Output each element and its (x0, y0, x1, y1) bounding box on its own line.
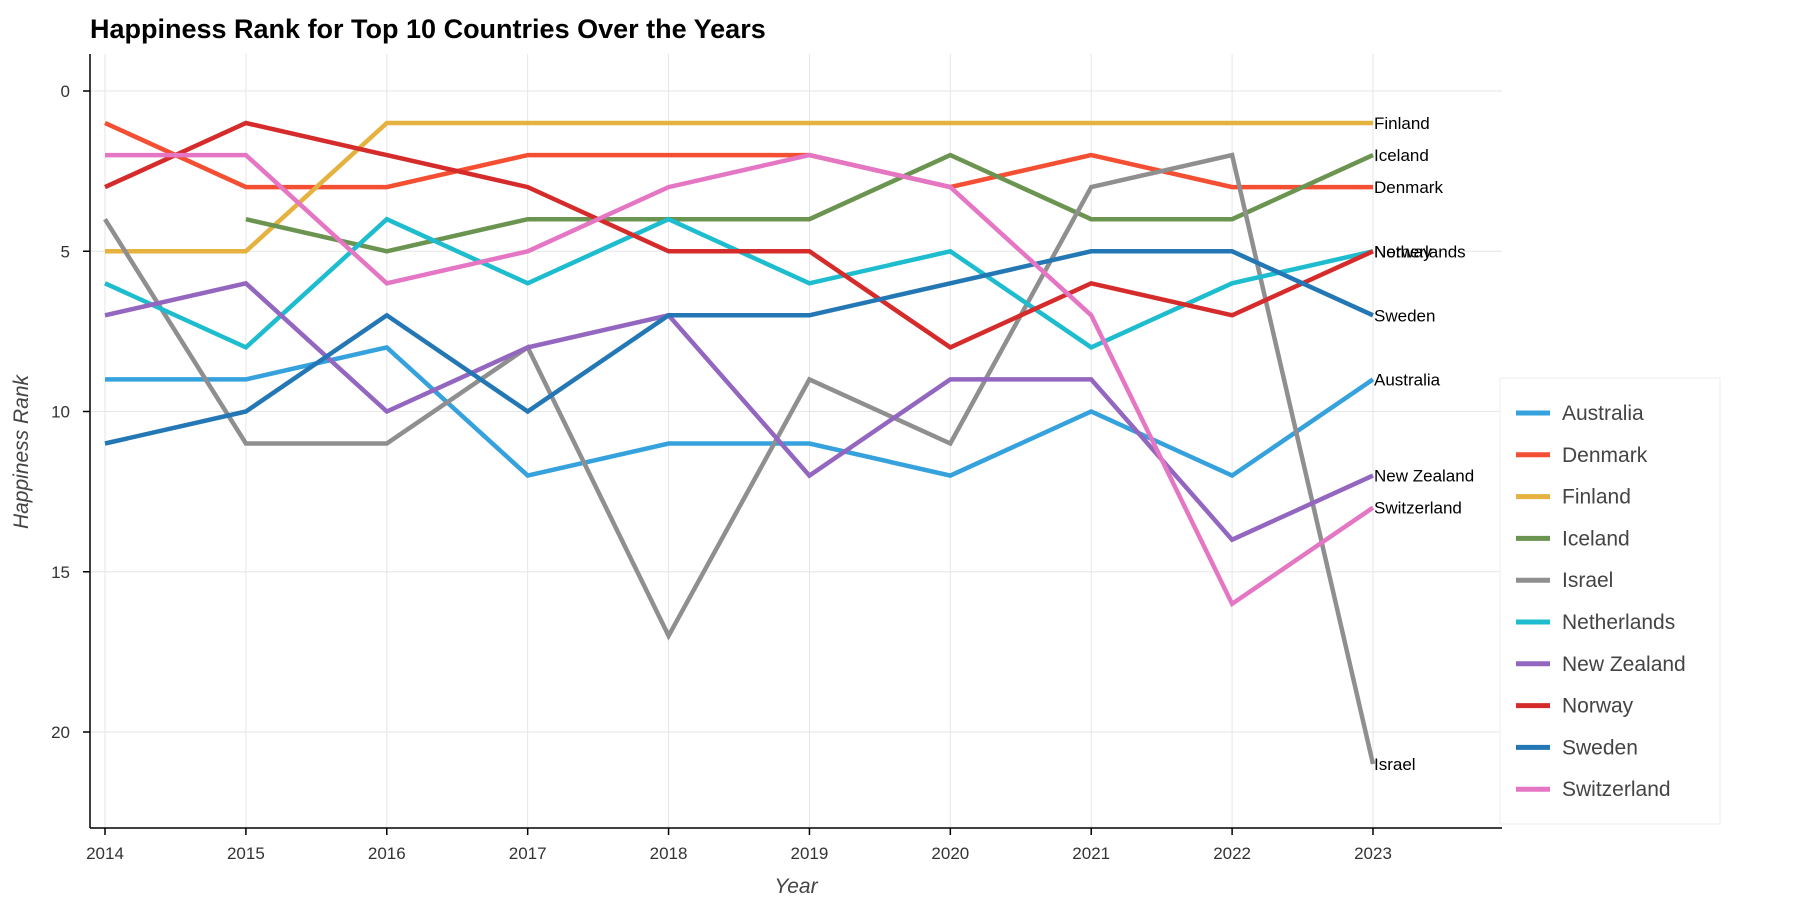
plot-area: Australia Denmark Finland Iceland Israel Neth… (51, 54, 1502, 863)
end-label-new-zealand: New Zealand (1374, 467, 1474, 486)
x-axis-ticks: 2014 2015 2016 2017 2018 2019 2020 2021 2022 2023 (86, 828, 1392, 863)
end-label-switzerland: Switzerland (1374, 499, 1462, 518)
end-label-australia: Australia (1374, 370, 1441, 389)
series-lines (103, 120, 1376, 765)
y-tick-label-20: 20 (51, 723, 70, 742)
series-line-switzerland (105, 152, 1375, 608)
legend-label-israel: Israel (1562, 569, 1613, 592)
end-label-finland: Finland (1374, 114, 1430, 133)
series-line-sweden (104, 249, 1374, 446)
y-tick-label-5: 5 (61, 242, 70, 261)
legend-label-netherlands: Netherlands (1562, 611, 1675, 634)
x-tick-label-2020: 2020 (931, 844, 969, 863)
x-tick-label-2018: 2018 (650, 844, 688, 863)
x-tick-label-2016: 2016 (368, 844, 406, 863)
series-line-finland (105, 120, 1373, 254)
end-labels: Australia Denmark Finland Iceland Israel Neth… (1374, 114, 1474, 774)
x-tick-label-2022: 2022 (1213, 844, 1251, 863)
series-line-norway (104, 120, 1374, 350)
y-tick-label-10: 10 (51, 403, 70, 422)
legend-label-iceland: Iceland (1562, 527, 1630, 550)
chart-title: Happiness Rank for Top 10 Countries Over… (90, 14, 766, 44)
legend-label-australia: Australia (1562, 402, 1644, 425)
series-line-israel (103, 152, 1376, 765)
x-tick-label-2023: 2023 (1354, 844, 1392, 863)
x-tick-label-2019: 2019 (791, 844, 829, 863)
legend-label-switzerland: Switzerland (1562, 778, 1671, 801)
end-label-norway: Norway (1374, 242, 1432, 261)
x-tick-label-2015: 2015 (227, 844, 265, 863)
y-tick-label-15: 15 (51, 563, 70, 582)
gridlines (90, 54, 1502, 828)
end-label-sweden: Sweden (1374, 306, 1435, 325)
y-axis-label: Happiness Rank (10, 373, 33, 529)
legend-label-new-zealand: New Zealand (1562, 653, 1686, 676)
y-axis-ticks: 0 5 10 15 20 (51, 82, 90, 742)
end-label-denmark: Denmark (1374, 178, 1443, 197)
legend-label-denmark: Denmark (1562, 444, 1648, 467)
end-label-israel: Israel (1374, 755, 1416, 774)
legend-label-norway: Norway (1562, 695, 1634, 718)
legend-label-sweden: Sweden (1562, 736, 1638, 759)
x-tick-label-2021: 2021 (1072, 844, 1110, 863)
x-axis-label: Year (774, 875, 818, 898)
x-tick-label-2017: 2017 (509, 844, 547, 863)
end-label-netherlands: Netherlands (1374, 242, 1466, 261)
legend: Australia Denmark Finland Iceland Israel Neth… (1499, 377, 1721, 825)
x-tick-label-2014: 2014 (86, 844, 124, 863)
y-tick-label-0: 0 (61, 82, 70, 101)
legend-label-finland: Finland (1562, 486, 1631, 509)
end-label-iceland: Iceland (1374, 146, 1429, 165)
